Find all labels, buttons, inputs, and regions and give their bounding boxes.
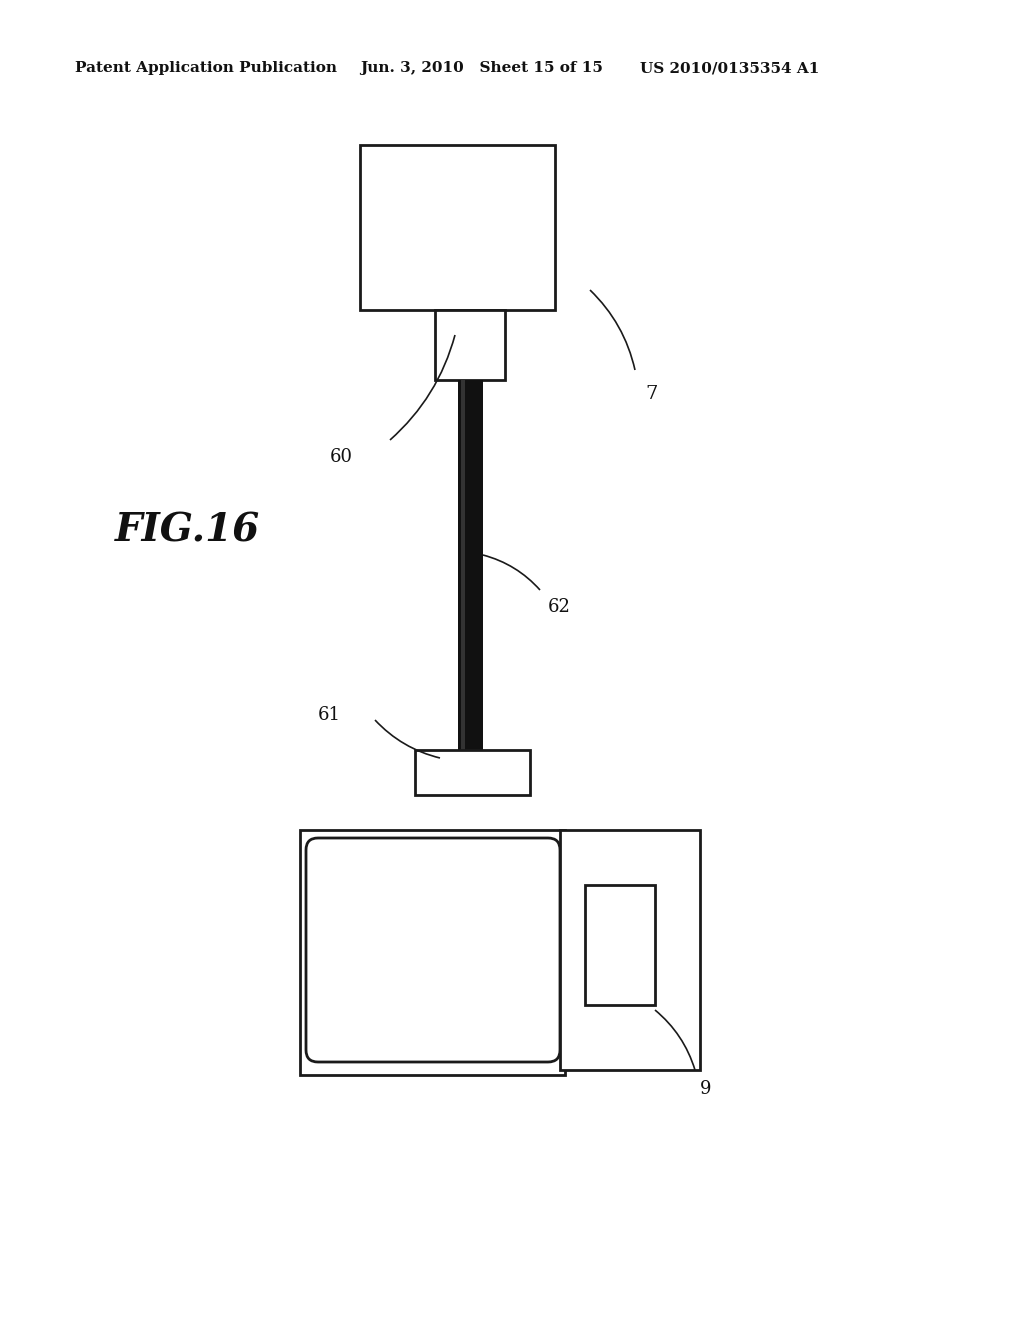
Text: 7: 7 — [645, 385, 657, 403]
Bar — [435, 310, 505, 380]
FancyBboxPatch shape — [306, 838, 560, 1063]
Bar — [360, 145, 555, 310]
Bar — [300, 830, 565, 1074]
Text: 62: 62 — [548, 598, 570, 616]
Bar — [458, 380, 483, 750]
Bar — [461, 380, 465, 750]
Text: 61: 61 — [318, 706, 341, 723]
Bar — [560, 830, 700, 1071]
Text: 9: 9 — [700, 1080, 712, 1098]
Text: Jun. 3, 2010   Sheet 15 of 15: Jun. 3, 2010 Sheet 15 of 15 — [360, 61, 603, 75]
Bar — [415, 750, 530, 795]
Text: US 2010/0135354 A1: US 2010/0135354 A1 — [640, 61, 819, 75]
Text: 60: 60 — [330, 447, 353, 466]
Text: Patent Application Publication: Patent Application Publication — [75, 61, 337, 75]
Bar — [585, 884, 655, 1005]
Text: FIG.16: FIG.16 — [115, 511, 260, 549]
